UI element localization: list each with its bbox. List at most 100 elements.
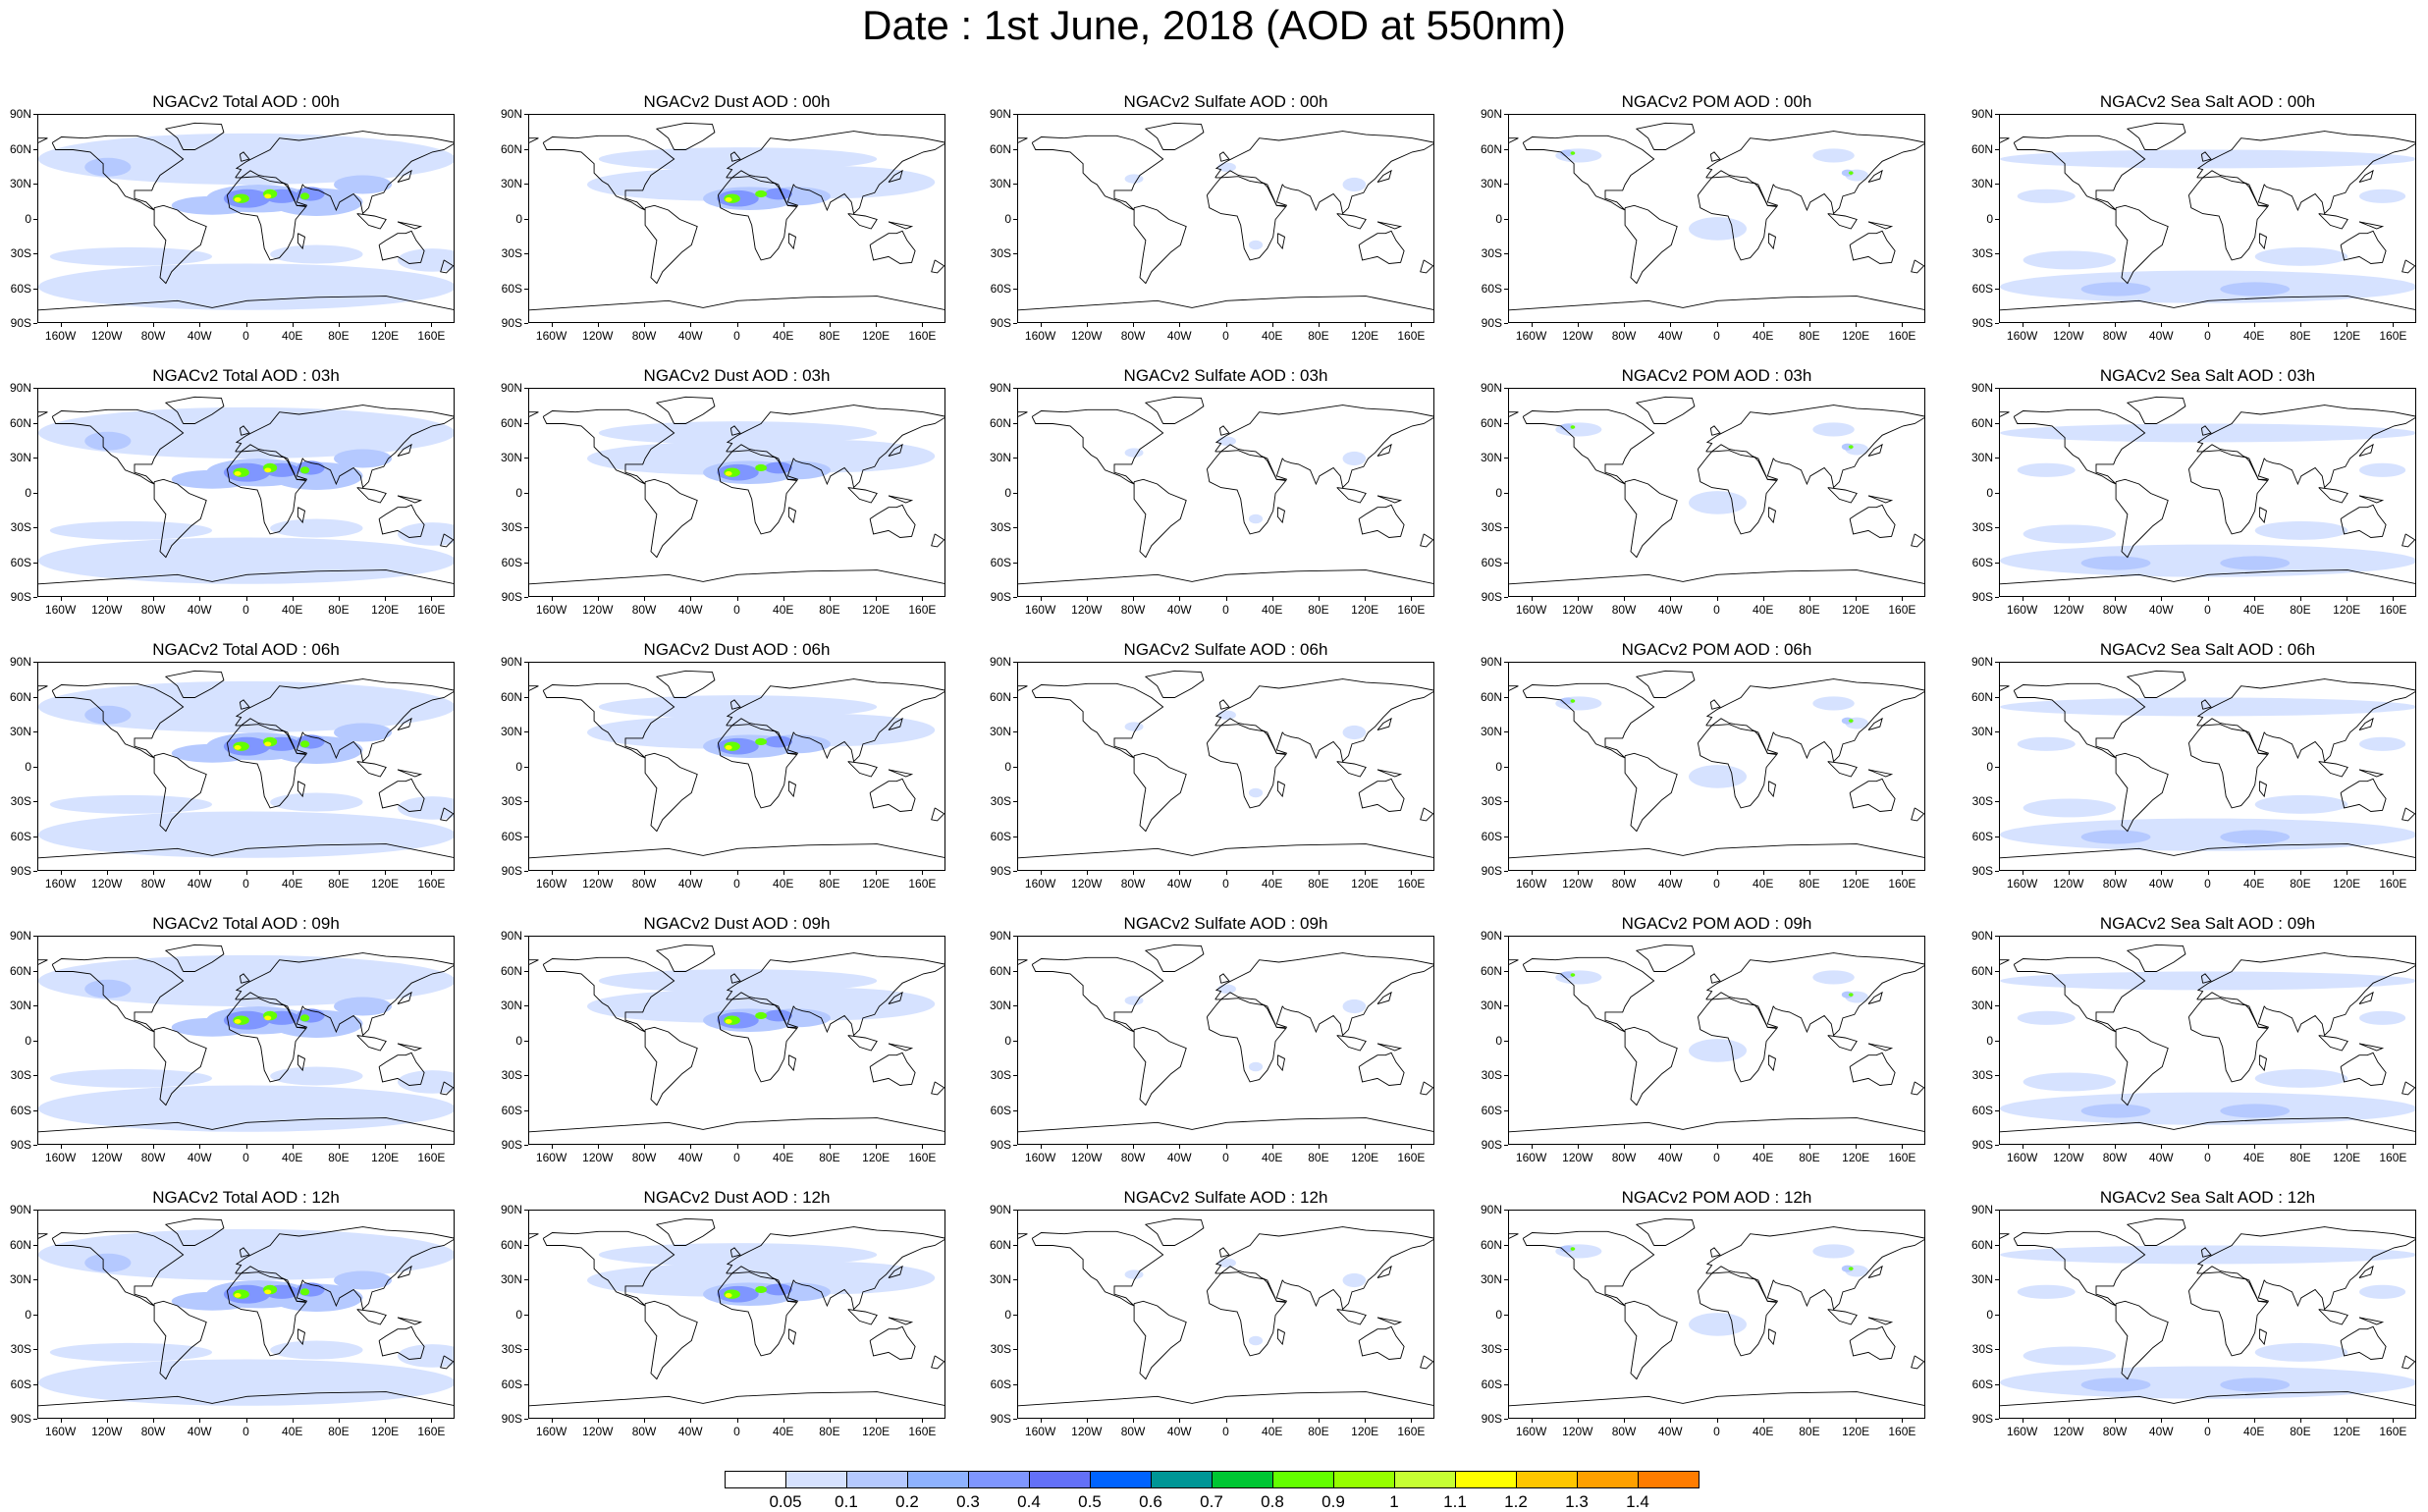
lon-tick — [597, 871, 599, 875]
lat-tick — [1504, 970, 1508, 972]
lon-tick — [292, 323, 294, 327]
coastline-4 — [1849, 1052, 1896, 1086]
lat-label: 60S — [501, 1377, 522, 1391]
lon-tick — [2068, 1419, 2070, 1423]
lat-tick — [1013, 527, 1017, 528]
aod-shading-yellow — [234, 197, 242, 202]
lon-label: 160W — [1515, 1425, 1547, 1438]
coastline-2 — [1214, 678, 1433, 763]
lat-tick — [1995, 388, 1999, 389]
lat-tick — [1504, 492, 1508, 494]
map-panel-total: NGACv2 Total AOD : 03h 90N 60N 30N 0 30S 60S 90… — [0, 366, 455, 617]
lat-tick — [1504, 871, 1508, 872]
coastline-11 — [1709, 1247, 1721, 1258]
aod-shading-green — [1848, 171, 1854, 175]
map-panel-total: NGACv2 Total AOD : 12h 90N 60N 30N 0 30S 60S 90… — [0, 1188, 455, 1438]
coastline-10 — [297, 1328, 306, 1346]
lon-tick — [1225, 1419, 1227, 1423]
lat-tick — [1504, 1279, 1508, 1280]
lon-label: 80E — [1799, 877, 1820, 891]
lon-tick — [1577, 871, 1579, 875]
map-canvas — [2000, 396, 2415, 585]
coastline-5 — [1635, 1217, 1696, 1246]
lon-label: 0 — [243, 1151, 249, 1164]
aod-shading-low — [270, 1066, 363, 1086]
coastline-8 — [2358, 1043, 2385, 1052]
map-canvas — [38, 1217, 454, 1407]
colorbar-label: 0.8 — [1261, 1492, 1284, 1511]
aod-shading-low — [2000, 544, 2415, 577]
map-panel-pom: NGACv2 POM AOD : 06h 90N 60N 30N 0 30S 60S 90S 1… — [1471, 640, 1925, 891]
lat-label: 30S — [10, 794, 31, 808]
lon-label: 40E — [1753, 1151, 1774, 1164]
lon-label: 80E — [1799, 603, 1820, 617]
lat-label: 60N — [989, 689, 1011, 704]
coastline-2 — [1705, 678, 1924, 763]
coastline-10 — [2258, 233, 2268, 250]
lon-label: 160E — [908, 1151, 937, 1164]
lon-label: 40W — [677, 1151, 703, 1164]
lon-label: 160E — [908, 1425, 937, 1438]
lon-tick — [245, 323, 247, 327]
lon-label: 40W — [187, 1425, 212, 1438]
coastline-13 — [529, 411, 539, 417]
lat-tick — [524, 458, 528, 459]
coastline-12 — [931, 1355, 944, 1370]
coastline-10 — [1767, 507, 1777, 524]
lat-label: 30N — [1970, 725, 1993, 738]
lon-tick — [385, 1145, 387, 1149]
coastline-12 — [1420, 259, 1433, 274]
coastline-1 — [1624, 478, 1678, 559]
coastline-10 — [1276, 781, 1286, 798]
lat-label: 60N — [9, 141, 31, 156]
lon-tick — [1040, 597, 1042, 601]
coastline-5 — [1144, 1217, 1205, 1246]
coastline-12 — [1420, 807, 1433, 822]
panel-title: NGACv2 Total AOD : 12h — [152, 1188, 340, 1207]
lon-tick — [292, 871, 294, 875]
map-panel-total: NGACv2 Total AOD : 09h 90N 60N 30N 0 30S 60S 90… — [0, 914, 455, 1164]
coastline-4 — [1358, 778, 1405, 812]
map-canvas — [38, 670, 454, 859]
coastline-0 — [2013, 682, 2146, 759]
lat-label: 90S — [1971, 864, 1993, 878]
coastline-10 — [787, 507, 797, 524]
map-canvas — [1509, 670, 1924, 859]
lon-tick — [829, 871, 831, 875]
coastline-9 — [1376, 1265, 1392, 1279]
map-frame — [1508, 114, 1925, 323]
aod-shading-low — [49, 1342, 213, 1362]
lat-label: 30N — [1970, 999, 1993, 1012]
coastline-8 — [1867, 495, 1894, 504]
lat-label: 60S — [10, 829, 31, 843]
coastline-4 — [378, 1052, 425, 1086]
coastline-8 — [1376, 769, 1403, 778]
coastline-2 — [1214, 405, 1433, 489]
aod-shading-low — [2358, 1010, 2406, 1025]
lon-label: 40E — [1753, 1425, 1774, 1438]
coastline-0 — [2013, 135, 2146, 211]
lon-label: 0 — [733, 603, 740, 617]
lon-tick — [551, 323, 553, 327]
lon-tick — [1856, 871, 1858, 875]
lon-label: 160W — [44, 1151, 77, 1164]
lon-label: 80E — [1308, 877, 1329, 891]
coastline-4 — [378, 778, 425, 812]
lon-label: 80E — [1799, 329, 1820, 343]
lon-label: 120W — [582, 877, 614, 891]
lat-label: 60N — [989, 141, 1011, 156]
colorbar-label: 0.2 — [895, 1492, 919, 1511]
aod-shading-low — [2358, 189, 2406, 203]
lat-tick — [1995, 696, 1999, 698]
coastline-3 — [2187, 1271, 2269, 1357]
lon-tick — [1225, 1145, 1227, 1149]
coastline-6 — [38, 1117, 454, 1133]
panel-title: NGACv2 Sulfate AOD : 00h — [1123, 92, 1328, 111]
lon-label: 160E — [2379, 1151, 2407, 1164]
lat-label: 60N — [9, 689, 31, 704]
aod-shading-mid — [2220, 1377, 2291, 1392]
aod-shading-high — [764, 1009, 792, 1022]
coastline-12 — [1911, 533, 1924, 548]
lon-tick — [153, 1145, 155, 1149]
lat-label: 60N — [1970, 1237, 1993, 1252]
